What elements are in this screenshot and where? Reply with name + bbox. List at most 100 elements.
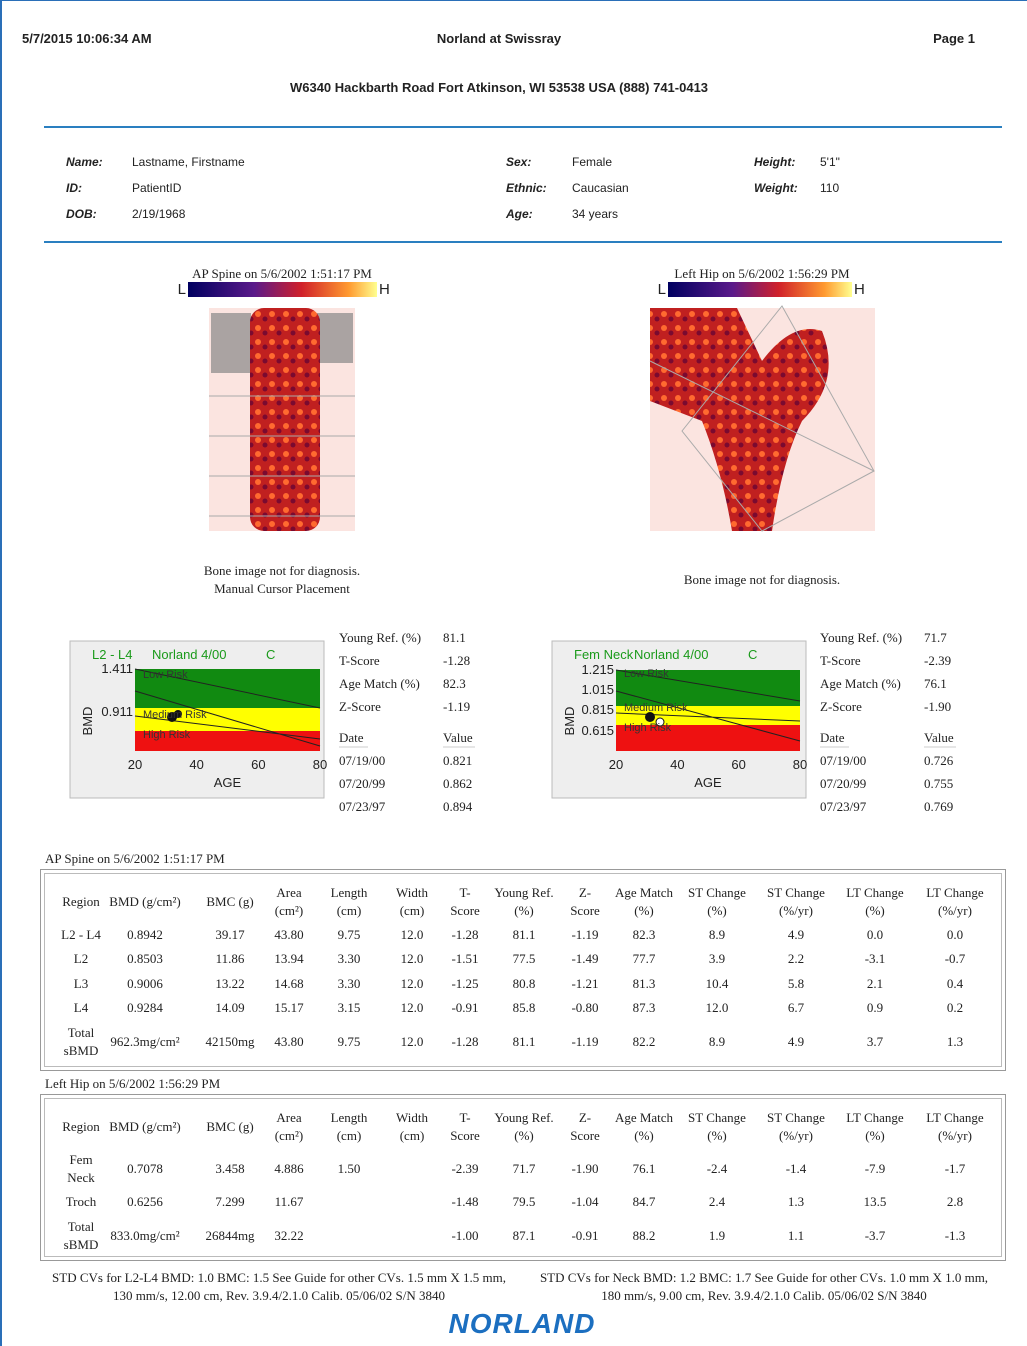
y-axis-label: BMD (561, 707, 579, 736)
column-header: Young Ref. (%) (494, 884, 553, 920)
table-cell: -1.19 (571, 926, 598, 944)
table-cell: 0.0 (947, 926, 963, 944)
table-cell: 962.3mg/cm² (110, 1033, 179, 1051)
table-cell: 3.30 (338, 975, 361, 993)
history-header: Value (443, 729, 473, 747)
table-cell: 79.5 (513, 1193, 536, 1211)
column-header: LT Change (%/yr) (926, 1109, 983, 1145)
report-page: 5/7/2015 10:06:34 AMNorland at SwissrayP… (0, 0, 1027, 1346)
summary-value: 81.1 (443, 629, 466, 647)
column-header: Z- Score (570, 884, 600, 920)
table-cell: -1.3 (945, 1227, 966, 1245)
table-cell: -1.7 (945, 1160, 966, 1178)
table-cell: 85.8 (513, 999, 536, 1017)
table-cell: Total sBMD (64, 1218, 99, 1254)
table-cell: 4.9 (788, 1033, 804, 1051)
table-cell: 3.30 (338, 950, 361, 968)
y-tick-label: 1.215 (581, 661, 614, 679)
zone-label: High Risk (143, 726, 190, 744)
field-value: 110 (820, 179, 839, 197)
field-value: 5'1" (820, 153, 840, 171)
table-cell: 0.4 (947, 975, 963, 993)
summary-label: Z-Score (339, 698, 381, 716)
x-axis-label: AGE (214, 774, 241, 792)
color-scale (668, 282, 852, 297)
table-cell: 11.86 (216, 950, 245, 968)
table-cell: 6.7 (788, 999, 804, 1017)
field-label: Sex: (506, 153, 531, 171)
scan-title: AP Spine on 5/6/2002 1:51:17 PM (192, 265, 372, 283)
y-tick-label: 0.911 (101, 703, 133, 721)
x-tick-label: 60 (731, 756, 745, 774)
table-cell: 12.0 (401, 1033, 424, 1051)
table-cell: 12.0 (401, 975, 424, 993)
field-value: Caucasian (572, 179, 629, 197)
column-header: BMD (g/cm²) (109, 893, 180, 911)
column-header: BMC (g) (206, 1118, 253, 1136)
history-value: 0.769 (924, 798, 953, 816)
summary-value: -1.19 (443, 698, 470, 716)
column-header: T- Score (450, 884, 480, 920)
history-value: 0.726 (924, 752, 953, 770)
table-cell: 5.8 (788, 975, 804, 993)
field-value: Female (572, 153, 612, 171)
color-scale (188, 282, 377, 297)
y-tick-label: 0.615 (581, 722, 614, 740)
table-cell: 0.0 (867, 926, 883, 944)
table-cell: -3.1 (865, 950, 886, 968)
history-value: 0.894 (443, 798, 472, 816)
table-cell: -0.91 (571, 1227, 598, 1245)
table-cell: -1.90 (571, 1160, 598, 1178)
zone-label: Low Risk (624, 665, 669, 683)
table-cell: 13.5 (864, 1193, 887, 1211)
column-header: Area (cm²) (275, 884, 303, 920)
table-title: AP Spine on 5/6/2002 1:51:17 PM (45, 850, 225, 868)
table-cell: L3 (74, 975, 88, 993)
table-cell: Total sBMD (64, 1024, 99, 1060)
zone-label: Medium Risk (143, 706, 207, 724)
table-cell: 32.22 (274, 1227, 303, 1245)
table-cell: L2 (74, 950, 88, 968)
scale-label: L (178, 281, 186, 299)
print-date: 5/7/2015 10:06:34 AM (22, 30, 152, 48)
summary-value: -2.39 (924, 652, 951, 670)
field-label: Name: (66, 153, 103, 171)
table-cell: 2.2 (788, 950, 804, 968)
column-header: Length (cm) (331, 884, 368, 920)
table-cell: 77.5 (513, 950, 536, 968)
table-cell: 4.886 (274, 1160, 303, 1178)
table-cell: 2.4 (709, 1193, 725, 1211)
table-cell: -1.28 (451, 926, 478, 944)
summary-label: T-Score (820, 652, 861, 670)
table-cell: 39.17 (215, 926, 244, 944)
table-cell: 2.1 (867, 975, 883, 993)
chart-code: C (266, 646, 275, 664)
history-header: Date (820, 729, 845, 747)
scan-title: Left Hip on 5/6/2002 1:56:29 PM (674, 265, 849, 283)
table-cell: L4 (74, 999, 88, 1017)
table-cell: -1.51 (451, 950, 478, 968)
column-header: LT Change (%/yr) (926, 884, 983, 920)
table-cell: 87.3 (633, 999, 656, 1017)
table-cell: 12.0 (706, 999, 729, 1017)
scale-label: H (854, 281, 865, 299)
logo: NORLAND (449, 1315, 596, 1333)
zone-label: High Risk (624, 719, 671, 737)
table-cell: 81.1 (513, 926, 536, 944)
table-cell: -7.9 (865, 1160, 886, 1178)
column-header: Length (cm) (331, 1109, 368, 1145)
history-date: 07/23/97 (339, 798, 385, 816)
table-cell: 43.80 (274, 1033, 303, 1051)
table-cell: -1.21 (571, 975, 598, 993)
y-tick-label: 1.411 (101, 660, 133, 678)
table-cell: L2 - L4 (61, 926, 101, 944)
x-tick-label: 60 (251, 756, 265, 774)
summary-value: 76.1 (924, 675, 947, 693)
table-cell: 13.94 (274, 950, 303, 968)
table-cell: 0.7078 (127, 1160, 163, 1178)
summary-value: 71.7 (924, 629, 947, 647)
summary-label: Age Match (%) (820, 675, 901, 693)
table-cell: 12.0 (401, 926, 424, 944)
table-cell: -0.80 (571, 999, 598, 1017)
chart-reference: Norland 4/00 (634, 646, 708, 664)
